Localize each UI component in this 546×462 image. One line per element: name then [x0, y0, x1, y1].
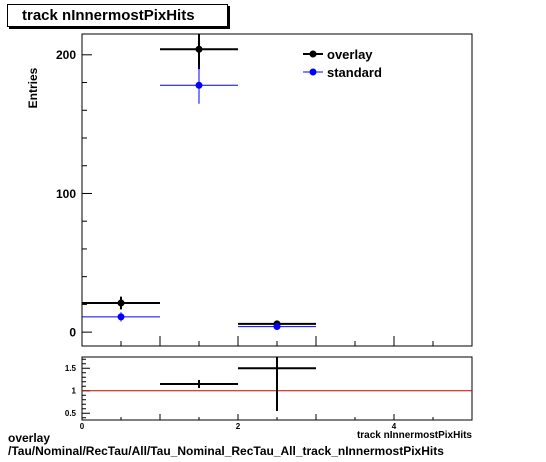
ratio-axes: 0.5 1 1.5 0 2 4	[65, 358, 473, 431]
y-axis-label: Entries	[26, 67, 40, 108]
main-data-marks	[82, 34, 316, 331]
legend-standard-label: standard	[327, 65, 382, 80]
main-data-point	[195, 45, 203, 53]
main-data-point	[273, 323, 281, 331]
main-plot-frame	[81, 33, 473, 347]
ratio-x-tick-label: 2	[236, 422, 241, 431]
ratio-y-tick-label: 1	[72, 387, 77, 396]
footer-line-1: overlay	[8, 431, 51, 445]
ratio-x-tick-label: 4	[392, 422, 397, 431]
main-y-tick-label: 100	[56, 187, 76, 201]
chart-title: track nInnermostPixHits	[7, 4, 228, 27]
legend: overlay standard	[303, 47, 382, 80]
footer-line-2: /Tau/Nominal/RecTau/All/Tau_Nominal_RecT…	[8, 444, 444, 458]
legend-standard-marker	[309, 68, 317, 76]
main-y-tick-label: 0	[69, 325, 76, 339]
ratio-ratio-series	[160, 357, 316, 411]
main-standard-series	[82, 66, 316, 331]
x-axis-label: track nInnermostPixHits	[357, 430, 472, 441]
main-data-point	[195, 81, 203, 89]
main-data-point	[117, 313, 125, 321]
main-data-point	[117, 299, 125, 307]
ratio-y-tick-label: 0.5	[65, 409, 77, 418]
legend-overlay-marker	[309, 50, 317, 58]
ratio-plot-panel: 0.5 1 1.5 0 2 4 track nInnermostPixHits	[65, 356, 473, 441]
main-plot-panel: 0 100 200 Entries overlay standard	[26, 33, 473, 347]
ratio-y-tick-label: 1.5	[65, 364, 77, 373]
main-axes: 0 100 200	[56, 48, 473, 346]
ratio-x-tick-label: 0	[80, 422, 85, 431]
histogram-path-footer: overlay /Tau/Nominal/RecTau/All/Tau_Nomi…	[8, 432, 444, 458]
main-y-tick-label: 200	[56, 48, 76, 62]
ratio-data-marks	[82, 357, 472, 411]
legend-overlay-label: overlay	[327, 47, 373, 62]
